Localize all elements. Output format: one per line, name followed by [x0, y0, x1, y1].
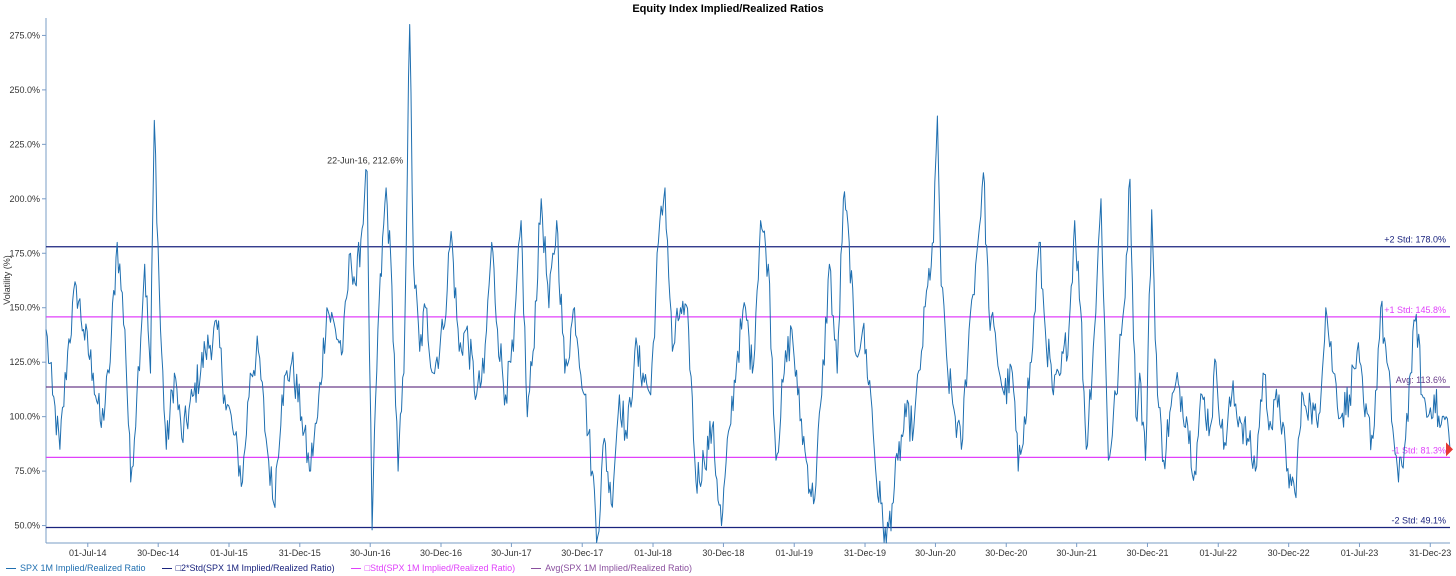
x-tick-label: 01-Jul-18: [634, 548, 672, 558]
x-tick-label: 01-Jul-15: [210, 548, 248, 558]
reference-line-label: +1 Std: 145.8%: [1384, 305, 1446, 315]
x-tick-label: 01-Jul-14: [69, 548, 107, 558]
legend-label: □Std(SPX 1M Implied/Realized Ratio): [364, 563, 516, 573]
annotations: 22-Jun-16, 212.6%: [327, 155, 403, 165]
y-tick-label: 175.0%: [9, 248, 40, 258]
legend-label: □2*Std(SPX 1M Implied/Realized Ratio): [175, 563, 335, 573]
x-tick-label: 30-Dec-18: [702, 548, 744, 558]
legend-item: □Std(SPX 1M Implied/Realized Ratio): [350, 563, 516, 573]
legend-label: Avg(SPX 1M Implied/Realized Ratio): [545, 563, 692, 573]
legend-swatch: [350, 567, 361, 569]
chart-title: Equity Index Implied/Realized Ratios: [632, 3, 823, 15]
y-tick-label: 50.0%: [14, 521, 40, 531]
legend-item: □2*Std(SPX 1M Implied/Realized Ratio): [161, 563, 335, 573]
legend-item: SPX 1M Implied/Realized Ratio: [6, 563, 146, 573]
x-tick-label: 01-Jul-22: [1199, 548, 1237, 558]
x-tick-label: 30-Dec-21: [1126, 548, 1168, 558]
legend-swatch: [161, 567, 172, 569]
x-tick-label: 30-Jun-21: [1056, 548, 1097, 558]
legend-swatch: [531, 567, 542, 569]
x-tick-label: 30-Jun-16: [350, 548, 391, 558]
legend-label: SPX 1M Implied/Realized Ratio: [20, 563, 146, 573]
y-tick-label: 125.0%: [9, 357, 40, 367]
x-tick-label: 01-Jul-19: [775, 548, 813, 558]
x-tick-label: 31-Dec-23: [1409, 548, 1451, 558]
legend: SPX 1M Implied/Realized Ratio □2*Std(SPX …: [0, 561, 1456, 575]
y-tick-label: 75.0%: [14, 466, 40, 476]
reference-line-label: -1 Std: 81.3%: [1391, 445, 1446, 455]
x-tick-label: 30-Jun-20: [915, 548, 956, 558]
legend-swatch: [6, 567, 16, 569]
x-tick-label: 30-Dec-16: [420, 548, 462, 558]
y-tick-label: 150.0%: [9, 303, 40, 313]
axes: 50.0% 75.0% 100.0% 125.0% 150.0% 175.0% 200.0%…: [9, 18, 1451, 558]
x-tick-label: 31-Dec-19: [844, 548, 886, 558]
x-tick-label: 30-Dec-20: [985, 548, 1027, 558]
x-tick-label: 30-Dec-22: [1268, 548, 1310, 558]
y-tick-label: 275.0%: [9, 30, 40, 40]
legend-item: Avg(SPX 1M Implied/Realized Ratio): [531, 563, 692, 573]
reference-line-label: +2 Std: 178.0%: [1384, 235, 1446, 245]
reference-line-label: -2 Std: 49.1%: [1391, 516, 1446, 526]
annotation-label: 22-Jun-16, 212.6%: [327, 155, 403, 165]
x-tick-label: 31-Dec-15: [279, 548, 321, 558]
y-axis-label: Volatility (%): [2, 255, 12, 305]
y-tick-label: 250.0%: [9, 85, 40, 95]
x-tick-label: 01-Jul-23: [1341, 548, 1379, 558]
y-tick-label: 100.0%: [9, 412, 40, 422]
reference-lines: +2 Std: 178.0%+1 Std: 145.8%Avg: 113.6%-…: [46, 235, 1450, 529]
y-tick-label: 200.0%: [9, 194, 40, 204]
x-tick-label: 30-Dec-14: [137, 548, 179, 558]
last-value-marker: [1446, 442, 1453, 457]
x-tick-label: 30-Dec-17: [561, 548, 603, 558]
x-tick-label: 30-Jun-17: [491, 548, 532, 558]
series-line-spx-ratio: [45, 24, 1451, 544]
chart: Equity Index Implied/Realized Ratios Vol…: [2, 3, 1453, 558]
y-tick-label: 225.0%: [9, 139, 40, 149]
series-layer: [45, 24, 1453, 544]
